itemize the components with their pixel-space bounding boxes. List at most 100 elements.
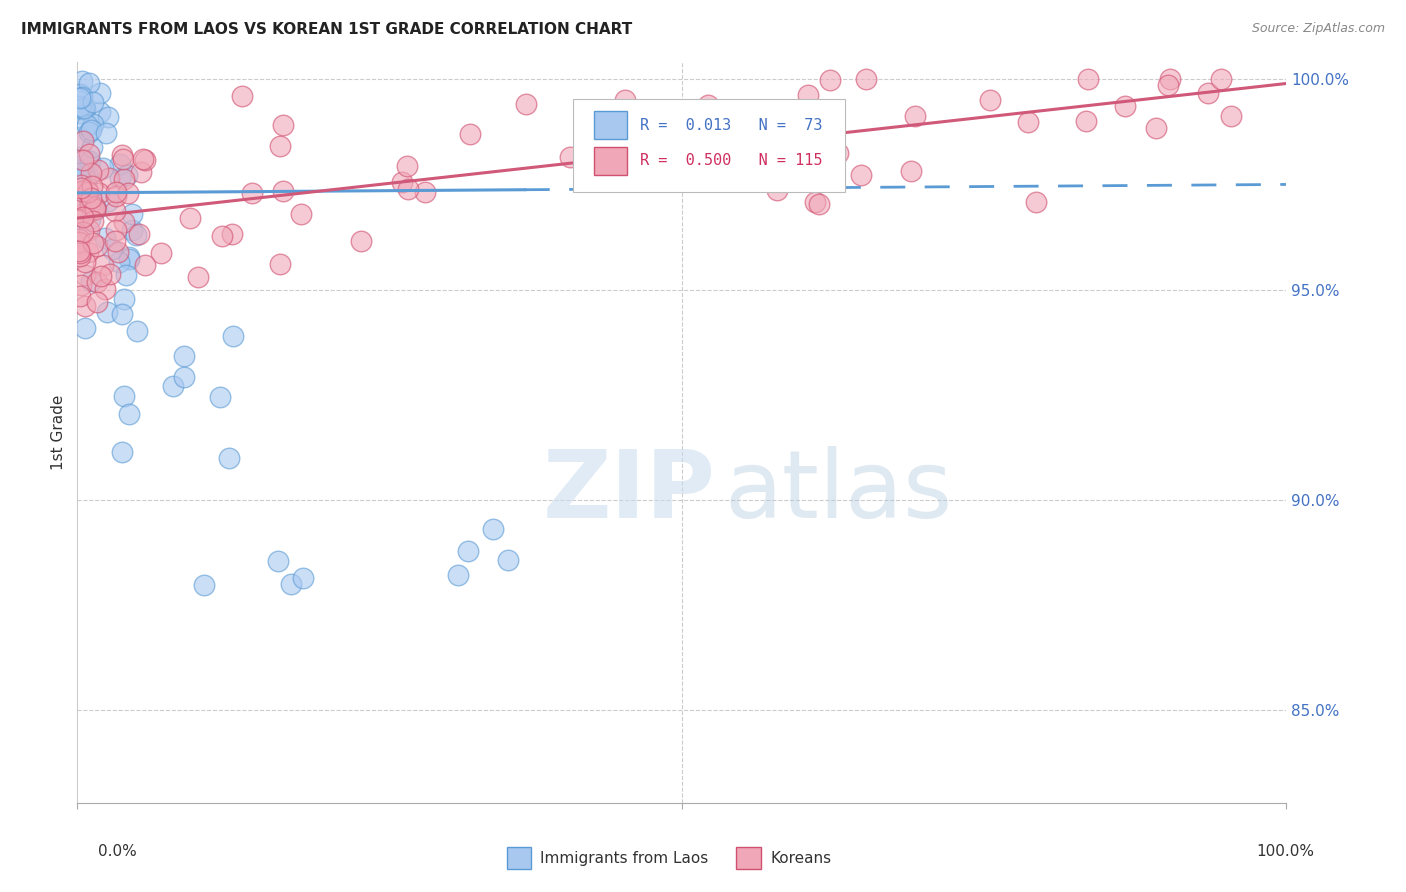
Point (721, 119, 744, 133)
Point (77, 147, 100, 161)
Point (77, 169, 100, 183)
Point (290, 207, 312, 221)
Point (89, 86, 111, 100)
Point (292, 571, 315, 585)
Point (267, 554, 290, 568)
Point (804, 194, 827, 209)
Point (97, 170, 120, 185)
Point (391, 175, 413, 189)
Point (633, 154, 655, 169)
Point (69, 100, 91, 114)
Text: atlas: atlas (724, 446, 952, 538)
Point (86, 275, 108, 289)
Point (80, 166, 103, 180)
Point (1159, 72, 1181, 87)
Point (413, 185, 436, 199)
Point (72, 90, 94, 104)
Point (447, 568, 470, 582)
Point (72, 193, 94, 207)
Point (797, 87, 820, 102)
Point (827, 145, 849, 160)
Point (127, 325, 149, 339)
Point (73, 169, 96, 183)
Point (79, 123, 101, 137)
Point (643, 145, 665, 159)
Point (515, 97, 537, 112)
Point (73, 268, 96, 282)
Point (76, 183, 98, 197)
Point (86, 294, 108, 309)
Point (82, 117, 104, 131)
Point (87, 163, 110, 178)
Point (75, 299, 97, 313)
Point (697, 98, 720, 112)
Point (104, 188, 127, 202)
Point (98, 268, 121, 282)
Point (77, 192, 100, 206)
Point (82, 203, 104, 218)
Point (104, 185, 127, 199)
Point (79, 211, 101, 226)
Point (115, 168, 138, 182)
Point (118, 407, 141, 421)
Point (693, 115, 716, 129)
Point (121, 223, 143, 237)
Point (69, 166, 91, 180)
Point (75, 103, 97, 117)
Point (73, 254, 96, 268)
Point (69, 87, 91, 102)
Point (118, 250, 141, 264)
Bar (506, 847, 531, 870)
Bar (593, 112, 627, 139)
Point (91, 259, 114, 273)
Text: Source: ZipAtlas.com: Source: ZipAtlas.com (1251, 22, 1385, 36)
Point (558, 149, 581, 163)
Point (598, 128, 620, 142)
Point (84, 202, 107, 217)
Point (82, 213, 104, 227)
Point (1114, 99, 1136, 113)
Point (69, 152, 91, 166)
Point (1144, 121, 1167, 136)
Point (83, 200, 105, 214)
Point (132, 152, 155, 166)
Point (69, 193, 91, 207)
Point (173, 370, 195, 384)
Point (350, 234, 373, 248)
Point (80, 140, 103, 154)
Point (1074, 114, 1097, 128)
Point (80, 191, 103, 205)
Point (218, 451, 240, 466)
Point (100, 243, 122, 257)
Point (187, 269, 209, 284)
Point (193, 578, 215, 592)
Point (231, 89, 253, 103)
Point (67, 208, 90, 222)
Point (616, 167, 638, 181)
Point (395, 159, 418, 173)
Point (69, 289, 91, 303)
Point (97, 194, 120, 208)
Point (72, 210, 94, 224)
Point (90, 268, 112, 283)
Point (80, 199, 103, 213)
Point (76, 118, 98, 132)
Point (112, 153, 135, 167)
Point (104, 234, 127, 248)
Point (1211, 72, 1233, 87)
Point (149, 246, 172, 260)
Point (91, 161, 114, 175)
Point (80, 179, 103, 194)
Point (70, 185, 93, 199)
Point (73, 101, 96, 115)
Point (112, 292, 135, 306)
Point (108, 255, 131, 269)
Point (240, 186, 263, 201)
Point (73, 208, 96, 222)
Point (162, 379, 184, 393)
Point (105, 223, 128, 237)
Point (221, 227, 243, 241)
Point (111, 308, 134, 322)
Point (84, 202, 107, 216)
Text: R =  0.500   N = 115: R = 0.500 N = 115 (640, 153, 823, 169)
